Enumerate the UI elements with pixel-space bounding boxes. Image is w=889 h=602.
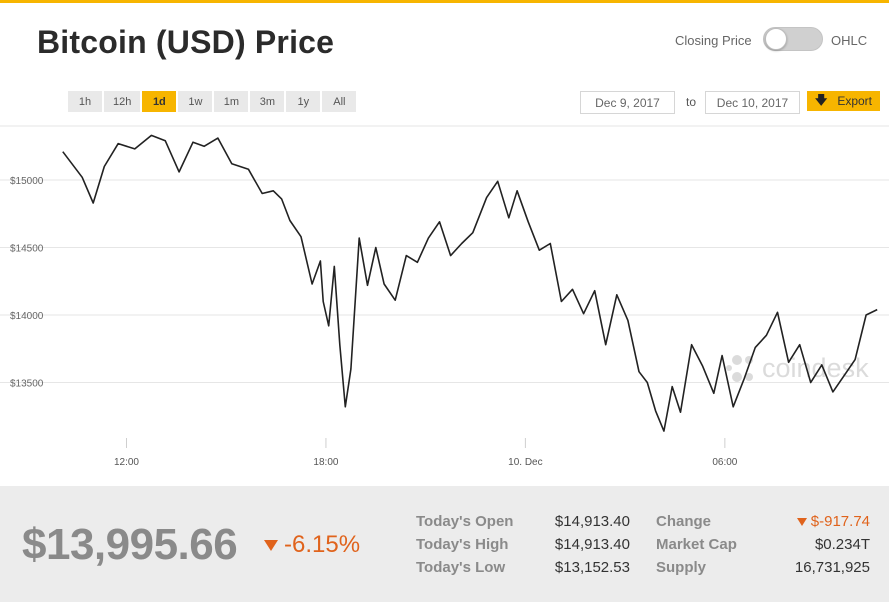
market-cap-label: Market Cap (656, 536, 737, 553)
down-triangle-icon (264, 539, 278, 551)
change-amount: $-917.74 (810, 513, 870, 530)
range-button-1w[interactable]: 1w (178, 91, 213, 112)
todays-low-label: Today's Low (416, 559, 506, 576)
top-accent-bar (0, 0, 889, 3)
supply-value: 16,731,925 (794, 559, 870, 576)
x-tick-label: 12:00 (114, 457, 139, 468)
change-percent-value: -6.15% (284, 531, 361, 558)
price-change-percent: -6.15% (264, 531, 360, 559)
todays-high-label: Today's High (416, 536, 509, 553)
toggle-knob[interactable] (765, 28, 787, 50)
range-selector: 1h 12h 1d 1w 1m 3m 1y All (68, 91, 357, 112)
coindesk-logo-icon (726, 355, 753, 382)
x-axis: 12:00 18:00 10. Dec 06:00 (114, 438, 738, 468)
stats-panel (0, 486, 889, 602)
range-button-1m[interactable]: 1m (214, 91, 249, 112)
range-button-1d[interactable]: 1d (142, 91, 177, 112)
todays-low-value: $13,152.53 (554, 559, 630, 576)
price-chart[interactable]: coindesk $13500$14000$14500$15000 12:00 1… (0, 120, 889, 472)
date-separator: to (686, 95, 697, 109)
todays-high-value: $14,913.40 (554, 536, 630, 553)
chart-mode-toggle[interactable] (763, 27, 823, 51)
range-button-12h[interactable]: 12h (104, 91, 141, 112)
change-label: Change (656, 513, 712, 530)
y-axis: $13500 $14000 $14500 $15000 (10, 176, 44, 390)
range-button-1y[interactable]: 1y (286, 91, 321, 112)
date-from-input[interactable]: Dec 9, 2017 (580, 91, 675, 114)
todays-open-label: Today's Open (416, 513, 514, 530)
y-tick-label: $14000 (10, 311, 44, 322)
y-tick-label: $13500 (10, 379, 44, 390)
watermark-text: coindesk (762, 353, 869, 383)
x-tick-label: 06:00 (712, 457, 737, 468)
range-button-all[interactable]: All (322, 91, 357, 112)
page-title: Bitcoin (USD) Price (37, 24, 335, 60)
ohlc-label[interactable]: OHLC (831, 32, 868, 48)
range-button-3m[interactable]: 3m (250, 91, 285, 112)
download-arrow-icon: 🡇 (814, 92, 828, 107)
y-tick-label: $15000 (10, 176, 44, 187)
y-tick-label: $14500 (10, 244, 44, 255)
coindesk-watermark: coindesk (726, 353, 869, 383)
export-button[interactable]: 🡇 Export (807, 91, 880, 111)
supply-label: Supply (656, 559, 707, 576)
market-cap-value: $0.234T (814, 536, 870, 553)
todays-open-value: $14,913.40 (554, 513, 630, 530)
price-series-line (62, 134, 878, 432)
export-label: Export (837, 94, 873, 108)
down-triangle-icon (796, 517, 807, 526)
closing-price-label[interactable]: Closing Price (675, 32, 752, 48)
range-button-1h[interactable]: 1h (68, 91, 102, 112)
x-tick-label: 18:00 (313, 457, 338, 468)
x-tick-label: 10. Dec (508, 457, 542, 468)
change-value: $-917.74 (760, 513, 870, 530)
current-price: $13,995.66 (22, 520, 238, 569)
grid-lines (0, 125, 889, 383)
date-to-input[interactable]: Dec 10, 2017 (705, 91, 800, 114)
